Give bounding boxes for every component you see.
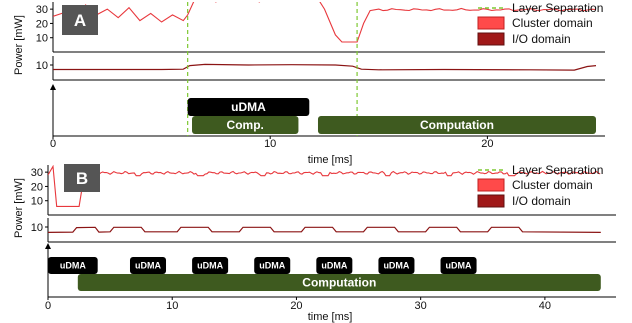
block-label: uDMA bbox=[383, 261, 409, 271]
computation-block bbox=[192, 116, 299, 134]
udma-block bbox=[440, 257, 477, 274]
computation-block bbox=[317, 116, 596, 134]
block-label: uDMA bbox=[60, 261, 86, 271]
io-domain-series bbox=[53, 63, 597, 71]
block-label: uDMA bbox=[135, 261, 161, 271]
upper-y-tick-label: 10 bbox=[36, 33, 48, 45]
block-label: uDMA bbox=[231, 100, 266, 114]
udma-block bbox=[129, 257, 167, 274]
legend-io-swatch bbox=[477, 194, 505, 208]
x-tick-label: 20 bbox=[290, 300, 302, 312]
udma-block bbox=[378, 257, 415, 274]
io-domain-series bbox=[47, 226, 601, 233]
block-label: uDMA bbox=[321, 261, 347, 271]
upper-y-tick-label: 20 bbox=[31, 181, 43, 193]
x-tick-label: 0 bbox=[50, 138, 56, 150]
x-tick-label: 30 bbox=[415, 300, 427, 312]
udma-block bbox=[192, 257, 229, 274]
legend-io-swatch bbox=[477, 32, 505, 46]
legend-separation-label: Layer Separation bbox=[512, 163, 603, 177]
y-axis-label: Power [mW] bbox=[13, 15, 25, 75]
x-axis-label: time [ms] bbox=[308, 311, 353, 323]
lower-y-tick-label: 10 bbox=[36, 60, 48, 72]
panel-letter-box bbox=[62, 5, 98, 35]
udma-block bbox=[316, 257, 353, 274]
panel-a: 30 20 10 10 Power [mW] 0 10 20 time [ms] uDMA Comp… bbox=[13, 1, 605, 166]
legend-cluster-swatch bbox=[477, 178, 505, 192]
legend-io-label: I/O domain bbox=[512, 194, 571, 208]
upper-y-tick-label: 30 bbox=[31, 167, 43, 179]
upper-y-tick-label: 20 bbox=[36, 18, 48, 30]
udma-block bbox=[254, 257, 291, 274]
panel-letter: B bbox=[76, 169, 88, 188]
x-tick-label: 10 bbox=[264, 138, 276, 150]
block-label: uDMA bbox=[259, 261, 285, 271]
panel-letter: A bbox=[74, 11, 86, 30]
block-axis-arrow bbox=[45, 243, 51, 249]
udma-block bbox=[48, 257, 98, 274]
x-axis-label: time [ms] bbox=[308, 154, 353, 166]
y-axis-label: Power [mW] bbox=[13, 178, 25, 238]
x-tick-label: 10 bbox=[166, 300, 178, 312]
block-label: uDMA bbox=[197, 261, 223, 271]
legend-separation-label: Layer Separation bbox=[512, 1, 603, 15]
panel-b: 30 20 10 10 Power [mW] 0 10 20 30 40 time [ms] uDMA… bbox=[13, 163, 616, 323]
legend-cluster-swatch bbox=[477, 16, 505, 30]
upper-y-tick-label: 10 bbox=[31, 196, 43, 208]
computation-block bbox=[77, 274, 601, 291]
block-label: Computation bbox=[420, 118, 494, 132]
x-tick-label: 0 bbox=[45, 300, 51, 312]
x-tick-label: 20 bbox=[481, 138, 493, 150]
block-label: uDMA bbox=[446, 261, 472, 271]
block-label: Comp. bbox=[227, 118, 264, 132]
legend-io-label: I/O domain bbox=[512, 32, 571, 46]
legend-cluster-label: Cluster domain bbox=[512, 16, 593, 30]
lower-y-tick-label: 10 bbox=[31, 222, 43, 234]
block-label: Computation bbox=[302, 276, 376, 290]
cluster-domain-series bbox=[53, 2, 597, 43]
upper-y-tick-label: 30 bbox=[36, 4, 48, 16]
udma-block bbox=[187, 98, 310, 116]
cluster-domain-series bbox=[48, 165, 601, 207]
x-tick-label: 40 bbox=[539, 300, 551, 312]
block-axis-arrow bbox=[50, 84, 56, 90]
panel-letter-box bbox=[64, 164, 100, 192]
legend-cluster-label: Cluster domain bbox=[512, 178, 593, 192]
